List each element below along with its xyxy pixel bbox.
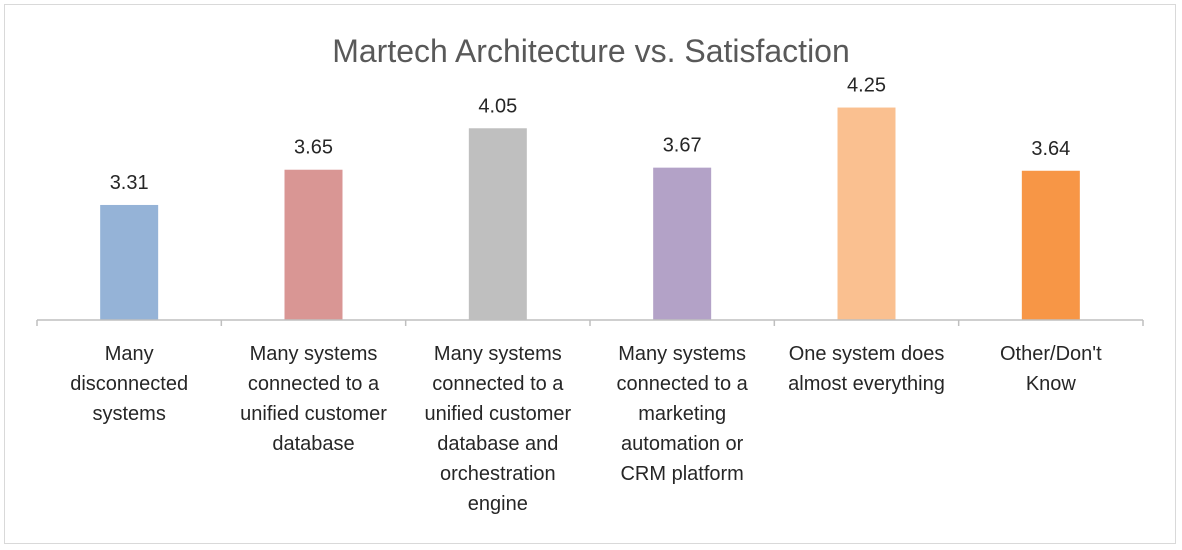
category-label-line: Other/Don't [1000, 343, 1102, 365]
category-labels-group: Many disconnected systems Many systems conne… [70, 343, 1102, 515]
category-label-2: Many systems connected to a unified custom… [240, 343, 387, 455]
value-label-4: 3.67 [663, 135, 702, 157]
value-label-5: 4.25 [847, 75, 886, 97]
bar-2 [284, 169, 343, 320]
category-label-line: orchestration [440, 463, 556, 485]
x-axis [36, 319, 1144, 326]
bar-5 [837, 107, 896, 320]
value-label-2: 3.65 [294, 137, 333, 159]
category-label-1: Many disconnected systems [70, 343, 188, 425]
category-label-line: systems [92, 403, 165, 425]
value-label-1: 3.31 [110, 172, 149, 194]
category-label-line: database [272, 433, 354, 455]
category-label-line: almost everything [788, 373, 945, 395]
category-label-5: One system does almost everything [788, 343, 945, 395]
category-label-line: Many systems [250, 343, 378, 365]
chart-frame [4, 4, 1176, 544]
category-label-line: connected to a [248, 373, 380, 395]
category-label-line: unified customer [424, 403, 571, 425]
value-labels-group: 3.31 3.65 4.05 3.67 4.25 3.64 [110, 75, 1071, 194]
bar-4 [653, 167, 712, 320]
bar-1 [100, 204, 159, 320]
category-label-line: connected to a [432, 373, 564, 395]
category-label-4: Many systems connected to a marketing autom… [617, 343, 749, 485]
value-label-3: 4.05 [478, 95, 517, 117]
category-label-line: Many [105, 343, 154, 365]
category-label-line: disconnected [70, 373, 188, 395]
chart-title: Martech Architecture vs. Satisfaction [332, 33, 850, 69]
value-label-6: 3.64 [1031, 138, 1070, 160]
category-label-line: automation or [621, 433, 744, 455]
bar-3 [468, 128, 527, 320]
bar-6 [1021, 170, 1080, 320]
category-label-line: unified customer [240, 403, 387, 425]
category-label-line: marketing [638, 403, 726, 425]
bars-group [100, 107, 1080, 320]
category-label-6: Other/Don't Know [1000, 343, 1102, 395]
category-label-line: One system does [789, 343, 945, 365]
category-label-line: database and [437, 433, 558, 455]
category-label-line: Know [1026, 373, 1077, 395]
category-label-line: engine [468, 493, 528, 515]
category-label-line: CRM platform [620, 463, 743, 485]
category-label-3: Many systems connected to a unified custom… [424, 343, 571, 515]
category-label-line: Many systems [434, 343, 562, 365]
category-label-line: Many systems [618, 343, 746, 365]
category-label-line: connected to a [617, 373, 749, 395]
